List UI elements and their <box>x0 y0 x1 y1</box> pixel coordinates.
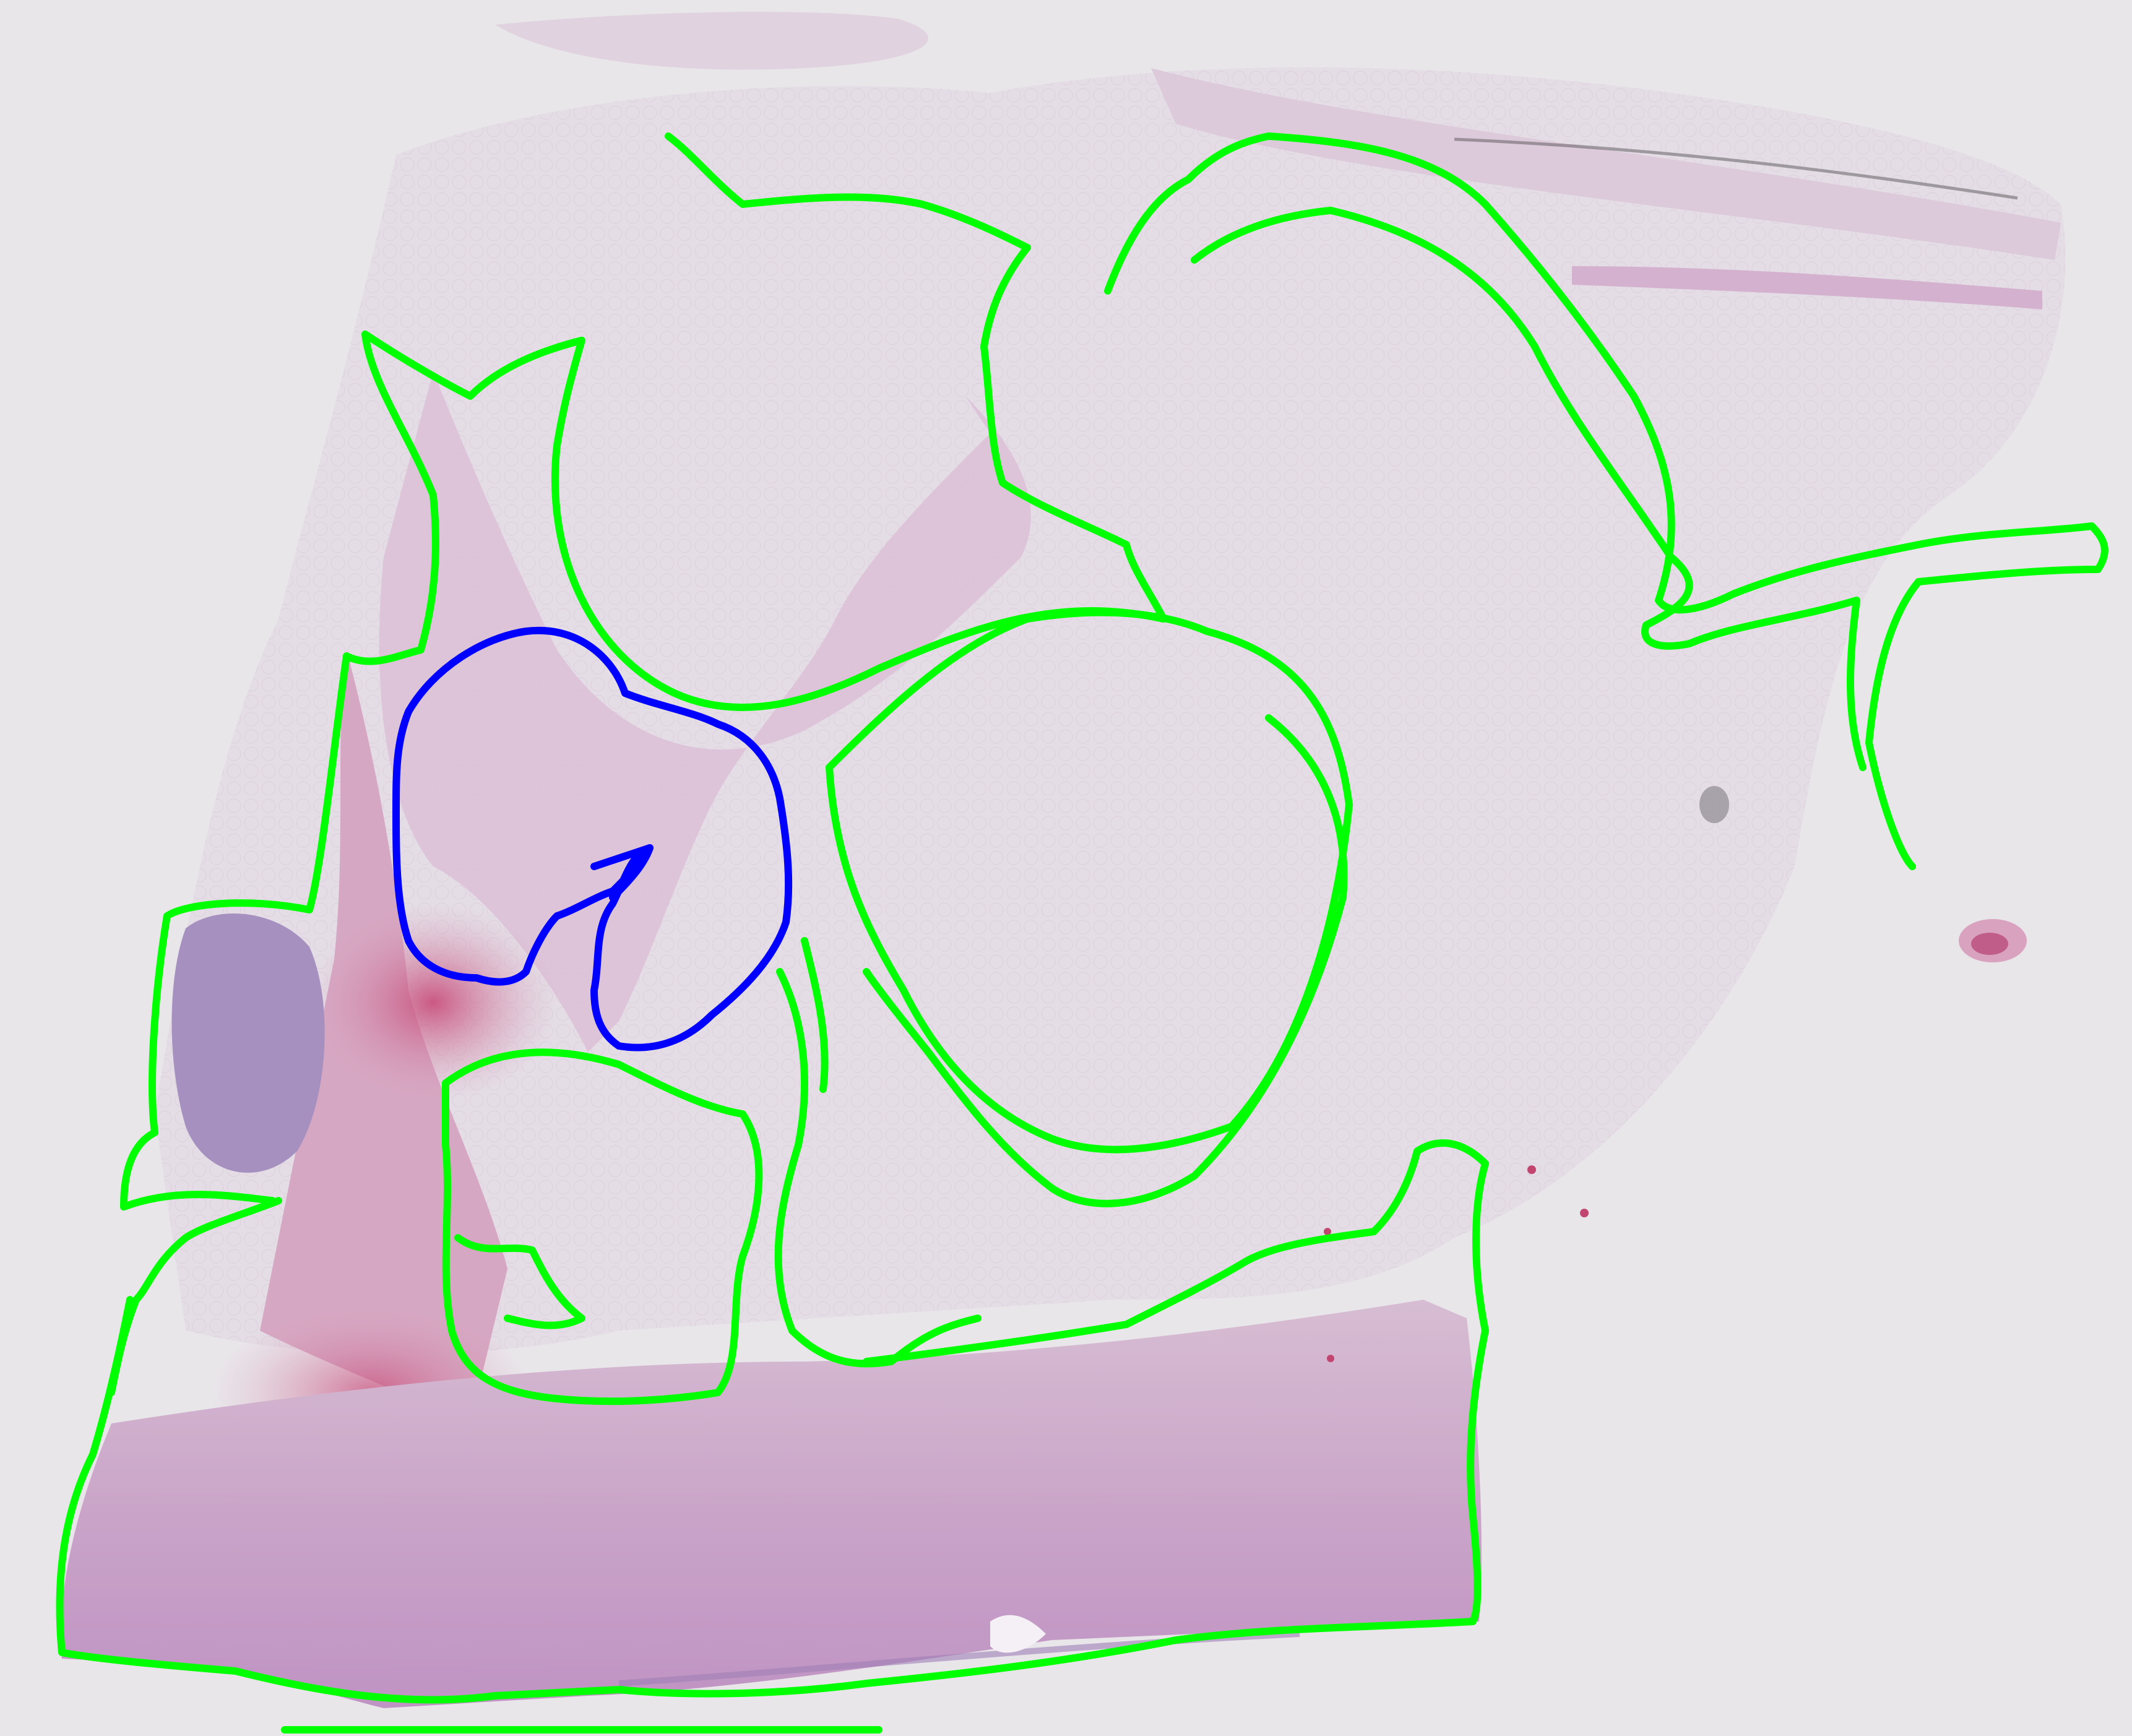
tissue-region-annotations[interactable] <box>56 132 2108 1734</box>
vessel <box>1327 1355 1334 1362</box>
stroma-septa <box>379 371 1031 1052</box>
dermis-block <box>61 1300 1482 1708</box>
fat-texture <box>155 67 2066 1354</box>
vessel <box>1324 1228 1331 1235</box>
right-stroma-band <box>1572 266 2042 309</box>
selected-region-outline[interactable] <box>392 626 793 1052</box>
vessel <box>1580 1209 1589 1217</box>
vessel <box>1527 1165 1536 1174</box>
region-left-inner-notch[interactable] <box>454 1234 585 1329</box>
region-center-lobule-outer[interactable] <box>863 714 1348 1207</box>
region-left-lower-lobule[interactable] <box>442 1048 763 1406</box>
selected-region-annotations[interactable] <box>392 626 793 1052</box>
duct-white <box>990 1615 1046 1653</box>
top-right-strip <box>1151 68 2061 260</box>
selected-region-inner-spike[interactable] <box>590 844 654 901</box>
region-center-lobule[interactable] <box>826 608 1353 1154</box>
top-strip <box>495 12 928 70</box>
tissue-layer <box>61 12 2066 1708</box>
lymphoid-nodule <box>171 913 325 1173</box>
region-dermis-boundary[interactable] <box>56 1139 1489 1704</box>
region-center-septa[interactable] <box>774 937 982 1368</box>
region-top-right-lobule[interactable] <box>1104 132 2108 870</box>
hemorrhage-focus <box>309 904 557 1102</box>
region-top-left-lobule[interactable] <box>120 132 1167 1211</box>
region-left-margin[interactable] <box>108 1197 282 1396</box>
top-dark-edge <box>1454 137 2018 200</box>
tissue-fragment-core <box>1971 933 2008 955</box>
dark-spot <box>1699 786 1729 823</box>
